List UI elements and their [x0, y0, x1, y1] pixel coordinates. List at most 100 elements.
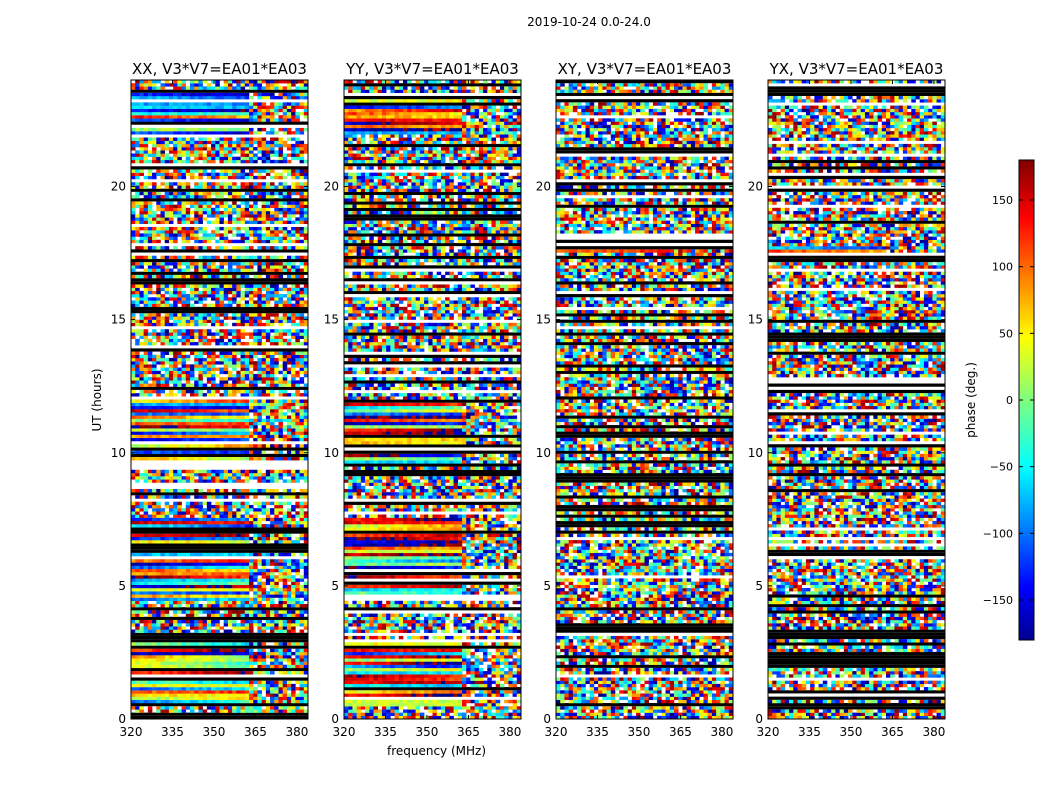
- heatmap-cell: [249, 706, 254, 709]
- heatmap-cell: [249, 671, 254, 674]
- heatmap-cell: [220, 709, 225, 712]
- heatmap-cell: [156, 652, 161, 655]
- heatmap-cell: [169, 693, 174, 696]
- heatmap-cell: [283, 610, 288, 613]
- heatmap-cell: [249, 604, 254, 607]
- heatmap-cell: [186, 518, 191, 521]
- heatmap-cell: [173, 661, 178, 664]
- heatmap-cell: [249, 572, 254, 575]
- heatmap-cell: [232, 598, 237, 601]
- heatmap-cell: [211, 598, 216, 601]
- heatmap-cell: [241, 601, 246, 604]
- heatmap-cell: [274, 693, 279, 696]
- heatmap-cell: [182, 687, 187, 690]
- heatmap-cell: [186, 623, 191, 626]
- heatmap-cell: [148, 658, 153, 661]
- heatmap-cell: [249, 649, 254, 652]
- heatmap-cell: [173, 693, 178, 696]
- heatmap-cell: [173, 658, 178, 661]
- heatmap-cell: [253, 524, 258, 527]
- heatmap-cell: [232, 572, 237, 575]
- heatmap-cell: [152, 610, 157, 613]
- heatmap-cell: [266, 684, 271, 687]
- heatmap-cell: [211, 693, 216, 696]
- heatmap-cell: [139, 709, 144, 712]
- heatmap-cell: [295, 610, 300, 613]
- heatmap-cell: [283, 700, 288, 703]
- heatmap-cell: [211, 524, 216, 527]
- heatmap-cell: [186, 572, 191, 575]
- heatmap-cell: [177, 655, 182, 658]
- heatmap-cell: [173, 690, 178, 693]
- heatmap-cell: [139, 671, 144, 674]
- heatmap-cell: [241, 661, 246, 664]
- heatmap-cell: [148, 604, 153, 607]
- heatmap-cell: [253, 572, 258, 575]
- heatmap-cell: [165, 684, 170, 687]
- heatmap-cell: [152, 658, 157, 661]
- heatmap-cell: [203, 700, 208, 703]
- heatmap-cell: [173, 601, 178, 604]
- heatmap-cell: [161, 652, 166, 655]
- heatmap-cell: [182, 642, 187, 645]
- heatmap-cell: [249, 700, 254, 703]
- heatmap-cell: [156, 559, 161, 562]
- heatmap-cell: [228, 655, 233, 658]
- heatmap-cell: [182, 709, 187, 712]
- heatmap-cell: [144, 537, 149, 540]
- heatmap-cell: [177, 572, 182, 575]
- heatmap-cell: [245, 540, 250, 543]
- heatmap-cell: [173, 578, 178, 581]
- heatmap-cell: [236, 534, 241, 537]
- heatmap-cell: [161, 630, 166, 633]
- heatmap-cell: [148, 652, 153, 655]
- heatmap-cell: [169, 709, 174, 712]
- heatmap-cell: [220, 655, 225, 658]
- heatmap-cell: [262, 623, 267, 626]
- heatmap-cell: [279, 655, 284, 658]
- heatmap-cell: [249, 681, 254, 684]
- heatmap-cell: [245, 687, 250, 690]
- heatmap-cell: [253, 661, 258, 664]
- heatmap-cell: [156, 626, 161, 629]
- heatmap-cell: [169, 649, 174, 652]
- heatmap-cell: [169, 661, 174, 664]
- heatmap-cell: [182, 649, 187, 652]
- heatmap-cell: [131, 630, 136, 633]
- heatmap-cell: [220, 649, 225, 652]
- heatmap-cell: [241, 540, 246, 543]
- heatmap-cell: [279, 687, 284, 690]
- heatmap-cell: [236, 582, 241, 585]
- heatmap-cell: [295, 642, 300, 645]
- heatmap-cell: [287, 614, 292, 617]
- heatmap-cell: [173, 652, 178, 655]
- heatmap-cell: [241, 684, 246, 687]
- heatmap-cell: [274, 665, 279, 668]
- heatmap-cell: [198, 630, 203, 633]
- heatmap-cell: [300, 693, 305, 696]
- heatmap-cell: [270, 709, 275, 712]
- heatmap-cell: [215, 693, 220, 696]
- heatmap-cell: [274, 620, 279, 623]
- heatmap-cell: [274, 604, 279, 607]
- heatmap-cell: [203, 518, 208, 521]
- heatmap-cell: [300, 684, 305, 687]
- heatmap-cell: [161, 681, 166, 684]
- heatmap-cell: [287, 562, 292, 565]
- heatmap-cell: [173, 562, 178, 565]
- heatmap-cell: [156, 642, 161, 645]
- heatmap-cell: [274, 661, 279, 664]
- heatmap-cell: [215, 684, 220, 687]
- heatmap-cell: [270, 620, 275, 623]
- heatmap-cell: [249, 630, 254, 633]
- heatmap-cell: [173, 575, 178, 578]
- heatmap-cell: [135, 658, 140, 661]
- heatmap-cell: [249, 661, 254, 664]
- heatmap-cell: [207, 610, 212, 613]
- heatmap-cell: [169, 700, 174, 703]
- heatmap-cell: [207, 598, 212, 601]
- heatmap-cell: [190, 652, 195, 655]
- heatmap-cell: [165, 630, 170, 633]
- heatmap-cell: [131, 518, 136, 521]
- heatmap-cell: [232, 540, 237, 543]
